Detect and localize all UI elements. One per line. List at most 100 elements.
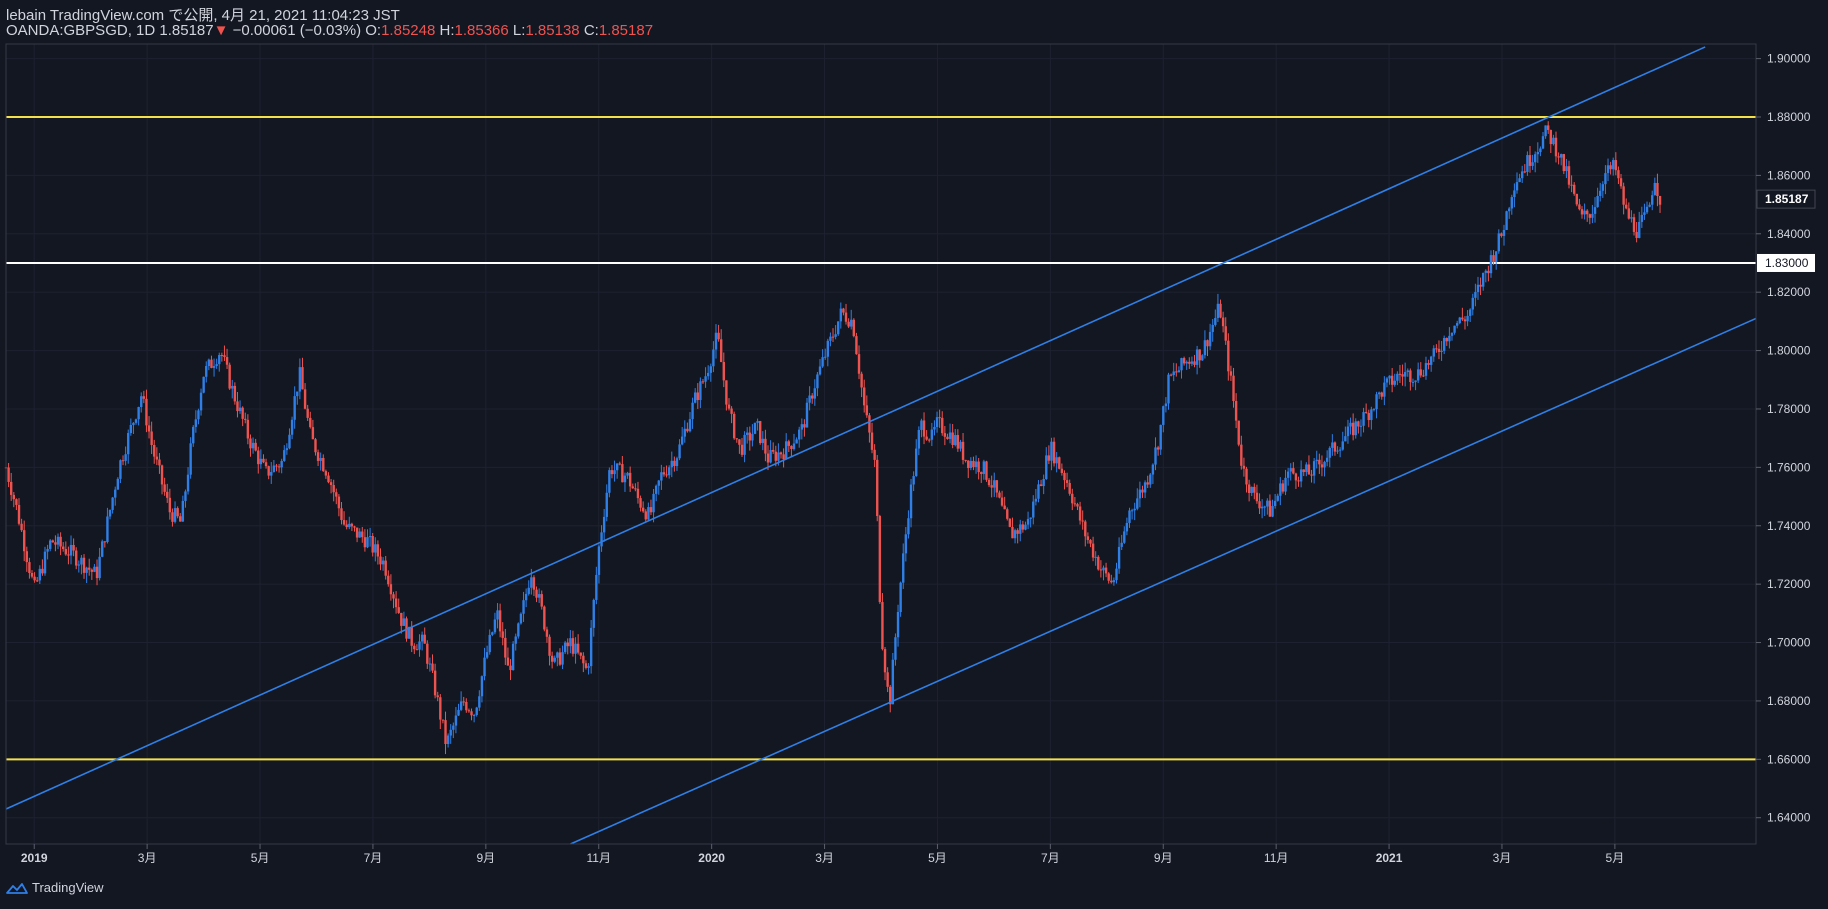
candle — [1237, 420, 1240, 447]
candle — [215, 358, 218, 369]
candle-body — [582, 655, 585, 664]
candle-body — [306, 408, 309, 418]
candle — [722, 352, 725, 388]
candle-body — [1377, 392, 1381, 395]
candle-body — [868, 415, 871, 433]
price-axis[interactable]: 1.90000 1.88000 1.86000 1.84000 1.82000 1.800… — [1756, 52, 1811, 825]
candle-body — [436, 695, 439, 698]
candle — [1091, 536, 1095, 562]
candle — [535, 586, 538, 603]
candle — [358, 528, 361, 538]
candle — [1619, 173, 1623, 189]
candle-body — [951, 432, 954, 446]
candle-body — [873, 449, 876, 460]
candle-body — [1237, 420, 1240, 445]
candle-body — [1536, 152, 1540, 155]
candle — [480, 675, 484, 703]
candle — [1393, 373, 1396, 387]
candle — [353, 525, 356, 532]
symbol-name[interactable]: OANDA:GBPSGD, 1D — [6, 22, 156, 39]
candle-body — [764, 438, 767, 454]
candle-body — [1580, 209, 1584, 215]
candle — [1203, 330, 1207, 359]
candle-body — [889, 686, 892, 705]
candle — [119, 459, 122, 483]
candle — [137, 406, 140, 426]
candle — [439, 694, 442, 730]
candle-body — [90, 569, 94, 572]
candle — [1120, 534, 1123, 550]
candle — [1484, 269, 1487, 283]
candle — [363, 529, 367, 552]
candle-body — [631, 486, 634, 489]
candle — [262, 454, 265, 464]
candle-body — [1281, 483, 1285, 492]
candle-body — [1232, 375, 1235, 402]
candle-body — [743, 434, 746, 455]
candle-body — [935, 417, 939, 427]
candle-body — [1651, 195, 1654, 205]
candle-body — [457, 709, 460, 716]
candle — [712, 341, 715, 373]
candle-body — [1229, 371, 1233, 376]
candle — [20, 518, 23, 532]
candle-body — [452, 725, 455, 730]
candle-body — [1359, 425, 1363, 427]
candle-body — [1112, 580, 1116, 583]
candle-body — [1573, 184, 1576, 194]
footer-brand[interactable]: TradingView — [6, 880, 104, 895]
candle-body — [368, 536, 372, 538]
candle — [207, 358, 211, 371]
candle — [41, 559, 44, 576]
candle — [621, 455, 624, 483]
candle-body — [548, 636, 551, 656]
candle-body — [41, 568, 44, 574]
candle-body — [506, 657, 510, 666]
candle-body — [363, 537, 367, 548]
candle-body — [1318, 459, 1321, 465]
candle — [959, 439, 962, 452]
candle — [1026, 511, 1030, 530]
candle — [969, 457, 973, 471]
candle-body — [1071, 493, 1074, 504]
candle-body — [1560, 154, 1563, 158]
candle — [719, 329, 723, 363]
candle-body — [818, 366, 822, 375]
candle-body — [1143, 482, 1147, 493]
candle — [501, 622, 504, 646]
candle — [1401, 364, 1404, 386]
candle — [459, 691, 463, 712]
candle-body — [1149, 474, 1152, 485]
candle — [345, 520, 348, 530]
candle — [171, 508, 174, 527]
candle-body — [1435, 348, 1438, 350]
candle-body — [660, 472, 663, 481]
candle-body — [1211, 324, 1214, 332]
candle — [792, 433, 796, 451]
candle — [1232, 367, 1235, 408]
candle-body — [366, 537, 369, 548]
candle — [1474, 283, 1477, 307]
candle — [1073, 497, 1077, 507]
open-label: O: — [365, 22, 382, 39]
candle — [1063, 470, 1066, 490]
candle — [951, 423, 954, 449]
down-arrow-icon: ▼ — [213, 22, 229, 39]
candle — [397, 598, 400, 614]
candle-body — [158, 459, 161, 466]
candle — [436, 691, 439, 702]
candle-body — [1586, 210, 1589, 215]
candle-body — [974, 461, 978, 468]
candle — [140, 392, 143, 413]
candle-body — [111, 497, 114, 510]
candle-body — [1125, 522, 1129, 532]
candle — [537, 588, 541, 603]
candle — [1097, 555, 1100, 571]
time-axis[interactable]: 2019 3月 5月 7月 9月 11月 2020 3月 5月 7月 9月 11月 2021 3月 5月 — [21, 844, 1624, 865]
candle — [1099, 560, 1103, 578]
candle — [769, 440, 772, 464]
candle — [114, 486, 117, 506]
candle — [428, 657, 432, 672]
candle — [1406, 368, 1409, 377]
